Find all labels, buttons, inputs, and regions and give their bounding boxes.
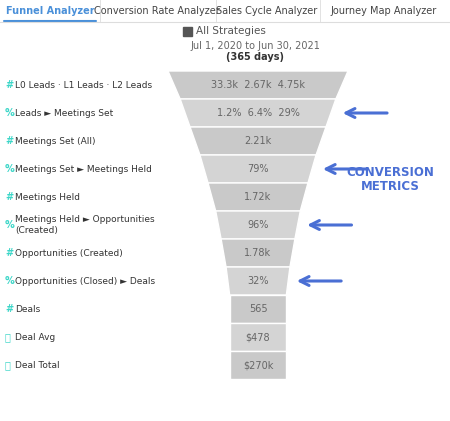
Text: Ⓢ: Ⓢ [5,360,11,370]
Text: (365 days): (365 days) [226,52,284,62]
Polygon shape [200,155,316,183]
Polygon shape [216,211,300,239]
Text: Jul 1, 2020 to Jun 30, 2021: Jul 1, 2020 to Jun 30, 2021 [190,41,320,51]
Text: #: # [5,136,13,146]
Polygon shape [190,127,326,155]
Text: %: % [5,164,15,174]
Text: #: # [5,304,13,314]
Text: Meetings Held ► Opportunities
(Created): Meetings Held ► Opportunities (Created) [15,215,155,234]
Text: 1.78k: 1.78k [244,248,271,258]
Text: METRICS: METRICS [360,179,419,192]
Text: Meetings Set (All): Meetings Set (All) [15,136,95,146]
Text: Leads ► Meetings Set: Leads ► Meetings Set [15,109,113,117]
Text: 32%: 32% [247,276,269,286]
Text: 1.72k: 1.72k [244,192,272,202]
Text: 2.21k: 2.21k [244,136,272,146]
Polygon shape [221,239,295,267]
Polygon shape [230,295,286,323]
Text: Journey Map Analyzer: Journey Map Analyzer [331,6,437,16]
Text: #: # [5,192,13,202]
Text: %: % [5,108,15,118]
Text: All Strategies: All Strategies [196,26,266,36]
Text: Deal Avg: Deal Avg [15,333,55,341]
Text: $478: $478 [246,332,270,342]
Text: Opportunities (Created): Opportunities (Created) [15,248,123,258]
Text: CONVERSION: CONVERSION [346,165,434,179]
Text: Meetings Set ► Meetings Held: Meetings Set ► Meetings Held [15,165,152,173]
Polygon shape [180,99,336,127]
Text: 1.2%  6.4%  29%: 1.2% 6.4% 29% [216,108,299,118]
Polygon shape [230,323,286,351]
Polygon shape [230,351,286,379]
Text: Conversion Rate Analyzer: Conversion Rate Analyzer [94,6,220,16]
Polygon shape [168,71,348,99]
Text: 96%: 96% [248,220,269,230]
Text: #: # [5,80,13,90]
Text: #: # [5,248,13,258]
Polygon shape [208,183,308,211]
Text: %: % [5,276,15,286]
Text: Opportunities (Closed) ► Deals: Opportunities (Closed) ► Deals [15,277,155,285]
Text: Ⓢ: Ⓢ [5,332,11,342]
Text: %: % [5,220,15,230]
Text: 33.3k  2.67k  4.75k: 33.3k 2.67k 4.75k [211,80,305,90]
Text: 79%: 79% [247,164,269,174]
Text: Deal Total: Deal Total [15,360,59,370]
Text: $270k: $270k [243,360,273,370]
Text: Meetings Held: Meetings Held [15,192,80,202]
Text: Deals: Deals [15,304,40,314]
Bar [183,27,192,36]
Text: Funnel Analyzer: Funnel Analyzer [6,6,94,16]
Text: 565: 565 [249,304,267,314]
Polygon shape [226,267,290,295]
Text: L0 Leads · L1 Leads · L2 Leads: L0 Leads · L1 Leads · L2 Leads [15,80,152,90]
Text: Sales Cycle Analyzer: Sales Cycle Analyzer [216,6,318,16]
